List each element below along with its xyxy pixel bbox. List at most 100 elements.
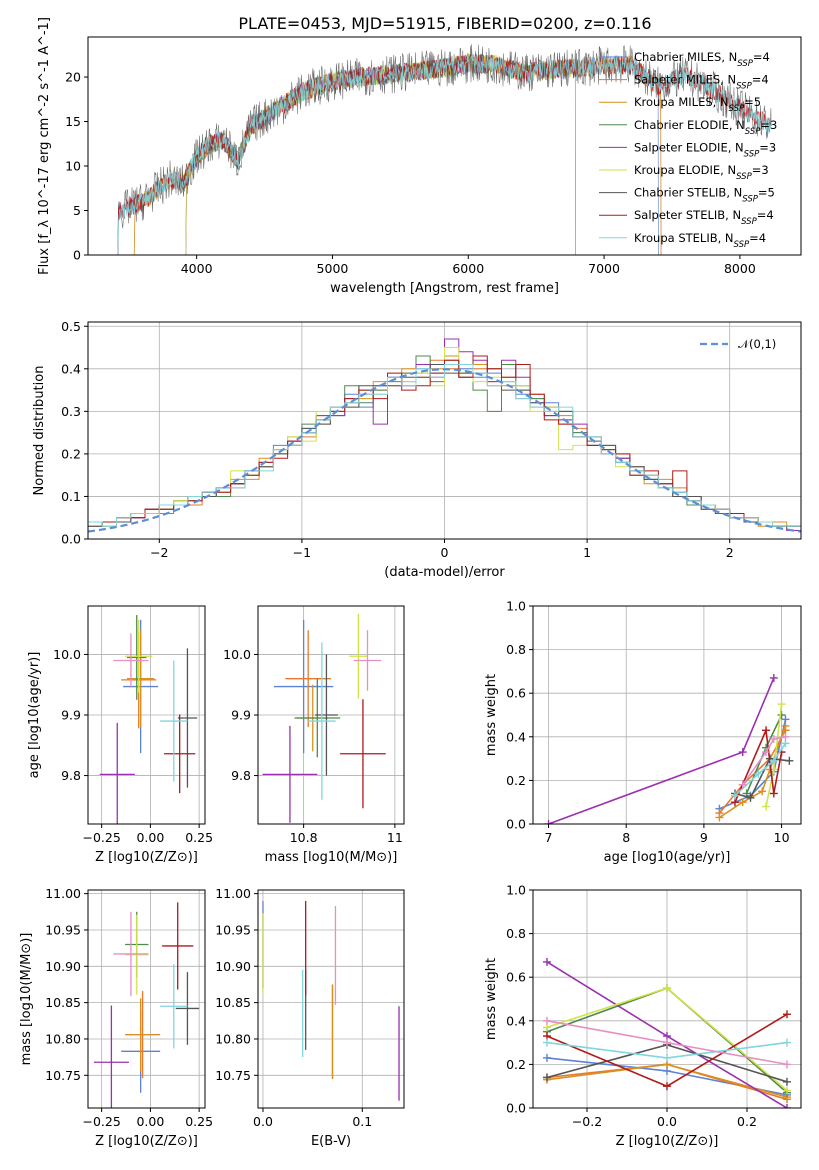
- x-tick-label: 0: [441, 545, 449, 560]
- legend-label-chabrier-stelib: Chabrier STELIB, NSSP=5: [634, 186, 775, 205]
- y-tick-label: 0.8: [506, 642, 526, 657]
- x-tick-label: −0.25: [82, 830, 120, 845]
- legend-subscript: SSP: [737, 59, 753, 69]
- x-axis-label: Z [log10(Z/Z⊙)]: [95, 1134, 198, 1149]
- x-axis-label: Z [log10(Z/Z⊙)]: [616, 1134, 719, 1149]
- y-tick-label: 5: [73, 203, 81, 218]
- grid-lines: [258, 890, 404, 1108]
- legend-subscript: SSP: [742, 195, 758, 205]
- point-salpeter-elodie: [93, 1005, 129, 1108]
- y-tick-label: 15: [65, 114, 81, 129]
- x-tick-label: 4000: [181, 261, 213, 276]
- panel-spectrum: 4000 5000 6000 7000 8000 0 5 10 15 20 wavelength […: [37, 17, 802, 296]
- figure-title: PLATE=0453, MJD=51915, FIBERID=0200, z=0…: [238, 14, 651, 33]
- y-tick-label: 11.00: [215, 886, 251, 901]
- y-tick-label: 9.9: [61, 708, 81, 723]
- spectrum-line-salpeter-miles: [133, 54, 662, 255]
- series-pink: [738, 732, 790, 789]
- y-tick-label: 0.5: [61, 319, 81, 334]
- legend-subscript: SSP: [736, 82, 752, 92]
- panel-massweight-vs-z: −0.2 0.0 0.2 0.0 0.2 0.4 0.6 0.8 1.0 Z [log10(Z/Z…: [484, 883, 802, 1149]
- y-tick-label: 1.0: [506, 599, 526, 614]
- plot-area: [93, 902, 200, 1108]
- y-tick-label: 10.75: [215, 1068, 251, 1083]
- legend-subscript: SSP: [744, 149, 760, 159]
- x-tick-label: −2: [150, 545, 168, 560]
- plot-area: [262, 900, 400, 1101]
- y-tick-label: 10.0: [53, 647, 81, 662]
- y-tick-label: 10.90: [215, 959, 251, 974]
- plot-area: [88, 338, 801, 533]
- y-tick-label: 0.0: [61, 532, 81, 547]
- x-tick-label: 9: [700, 830, 708, 845]
- point-chabrier-stelib: [177, 648, 198, 788]
- y-tick-label: 0.6: [506, 686, 526, 701]
- y-tick-label: 10.85: [215, 995, 251, 1010]
- y-tick-label: 9.9: [231, 708, 251, 723]
- x-axis-label: mass [log10(M/M⊙)]: [265, 850, 398, 865]
- x-tick-label: −0.25: [82, 1114, 120, 1129]
- plot-area: [262, 613, 386, 823]
- plot-area: [544, 673, 794, 824]
- y-tick-label: 10.75: [45, 1068, 81, 1083]
- y-axis-label: mass [log10(M/M⊙)]: [19, 933, 34, 1066]
- point-kroupa-miles: [127, 998, 155, 1071]
- y-tick-label: 0.3: [61, 404, 81, 419]
- y-tick-label: 0.0: [506, 1101, 526, 1116]
- y-tick-label: 10.90: [45, 959, 81, 974]
- point-chabrier-stelib: [315, 654, 338, 776]
- legend-subscript: SSP: [745, 127, 761, 137]
- point-chabrier-elodie: [294, 678, 341, 758]
- legend-subscript: SSP: [729, 104, 745, 114]
- point-pink: [113, 911, 149, 997]
- point-kroupa-stelib: [160, 964, 188, 1049]
- y-axis-label: Normed distribution: [32, 366, 47, 496]
- series-pink: [543, 1016, 791, 1069]
- x-tick-label: 8: [622, 830, 630, 845]
- point-kroupa-elodie: [125, 914, 149, 995]
- x-tick-label: −0.2: [572, 1114, 602, 1129]
- y-axis-label: mass weight: [484, 958, 499, 1040]
- y-tick-label: 1.0: [506, 883, 526, 898]
- legend-label-chabrier-elodie: Chabrier ELODIE, NSSP=3: [634, 118, 777, 137]
- y-tick-label: 0.2: [61, 446, 81, 461]
- panel-residuals: −2 −1 0 1 2 0.0 0.1 0.2 0.3 0.4 0.5 (data-model)/er…: [32, 319, 802, 580]
- point-kroupa-elodie: [125, 619, 153, 693]
- legend-subscript: SSP: [736, 172, 752, 182]
- spectrum-line-kroupa-miles: [133, 53, 662, 255]
- y-tick-label: 10.85: [45, 995, 81, 1010]
- x-tick-label: 1: [583, 545, 591, 560]
- y-tick-label: 10.80: [45, 1031, 81, 1046]
- x-tick-label: 10.8: [290, 830, 318, 845]
- point-pink: [353, 630, 382, 691]
- y-tick-label: 9.8: [61, 768, 81, 783]
- point-kroupa-miles: [127, 630, 155, 728]
- legend-subscript: SSP: [741, 217, 757, 227]
- point-pink: [113, 633, 149, 688]
- point-chabrier-stelib: [175, 972, 200, 1045]
- normal-curve: [88, 368, 801, 533]
- y-tick-label: 0: [73, 248, 81, 263]
- y-tick-label: 0.4: [506, 729, 526, 744]
- y-tick-label: 0.6: [506, 970, 526, 985]
- axes-frame: [87, 889, 206, 1109]
- x-axis-label: Z [log10(Z/Z⊙)]: [95, 850, 198, 865]
- x-tick-label: 7: [545, 830, 553, 845]
- axes-frame: [257, 889, 405, 1109]
- legend-subscript: SSP: [734, 240, 750, 250]
- plot-area: [117, 44, 772, 255]
- x-tick-label: 0.0: [657, 1114, 677, 1129]
- grid-lines: [88, 890, 205, 1108]
- series-line: [742, 736, 786, 786]
- x-tick-label: 6000: [452, 261, 484, 276]
- point-kroupa-elodie: [349, 613, 368, 699]
- x-tick-label: 0.2: [737, 1114, 757, 1129]
- panel-mass-vs-z: −0.25 0.00 0.25 10.75 10.80 10.85 10.90 10.95 11…: [19, 886, 213, 1149]
- point-salpeter-stelib: [162, 902, 194, 990]
- axes-frame: [87, 36, 802, 256]
- point-salpeter-elodie: [99, 722, 135, 824]
- histogram-salpeter-stelib: [88, 355, 801, 527]
- x-tick-label: 0.25: [185, 830, 213, 845]
